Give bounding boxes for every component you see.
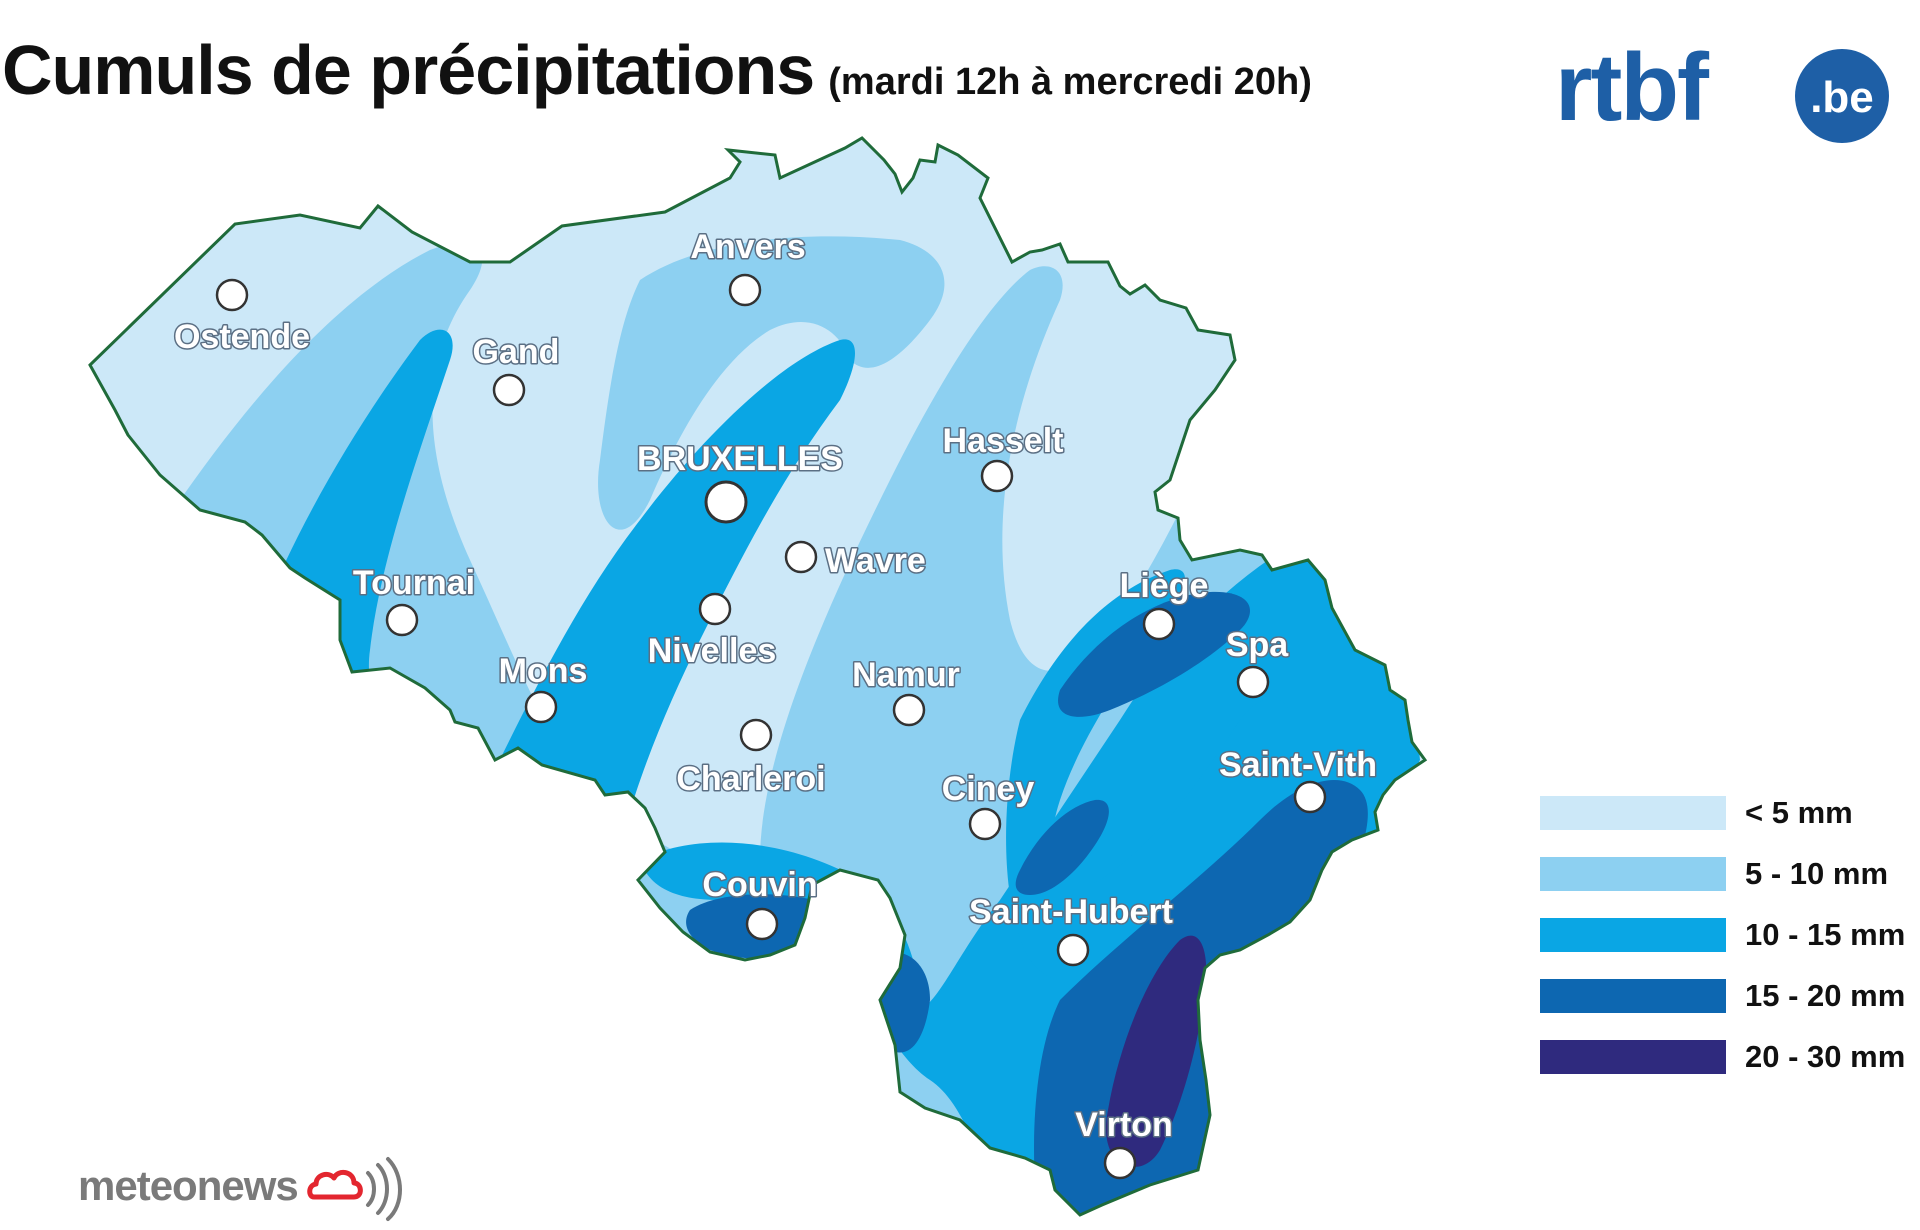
city-namur[interactable]: Namur <box>851 655 961 727</box>
legend-item: 10 - 15 mm <box>1540 915 1920 955</box>
city-gand[interactable]: Gand <box>471 332 561 407</box>
rtbf-badge-circle <box>1795 49 1889 143</box>
city-ciney[interactable]: Ciney <box>940 769 1036 841</box>
city-hasselt[interactable]: Hasselt <box>941 421 1065 493</box>
city-marker <box>215 278 249 312</box>
title-main: Cumuls de précipitations <box>2 31 815 109</box>
city-label-bruxelles: BRUXELLES <box>637 440 843 478</box>
city-label-tournai: Tournai <box>353 564 475 602</box>
city-saint-vith[interactable]: Saint-Vith <box>1217 745 1379 814</box>
legend-swatch-15-20 <box>1540 979 1726 1013</box>
city-label-mons: Mons <box>499 652 588 690</box>
city-markers: Ostende Anvers Gand BRUXELLES Hasselt Wa… <box>172 227 1379 1180</box>
legend-swatch-lt5 <box>1540 796 1726 830</box>
rtbf-logo: rtbf .be <box>1555 34 1895 157</box>
legend-label: 10 - 15 mm <box>1745 917 1906 952</box>
city-anvers[interactable]: Anvers <box>689 227 807 307</box>
city-label-ostende: Ostende <box>174 318 310 356</box>
zone-5-10-north <box>598 236 945 530</box>
legend-item: 20 - 30 mm <box>1540 1037 1920 1077</box>
city-marker <box>524 690 558 724</box>
legend-swatch-5-10 <box>1540 857 1726 891</box>
city-nivelles[interactable]: Nivelles <box>646 592 778 672</box>
city-couvin[interactable]: Couvin <box>701 865 819 941</box>
city-label-charleroi: Charleroi <box>676 760 825 798</box>
legend-item: 5 - 10 mm <box>1540 854 1920 894</box>
city-label-namur: Namur <box>852 656 960 694</box>
city-charleroi[interactable]: Charleroi <box>675 718 827 800</box>
city-label-anvers: Anvers <box>690 228 805 266</box>
city-saint-hubert[interactable]: Saint-Hubert <box>968 892 1175 967</box>
legend-item: 15 - 20 mm <box>1540 976 1920 1016</box>
city-marker <box>1142 607 1176 641</box>
city-label-couvin: Couvin <box>702 866 817 904</box>
city-label-spa: Spa <box>1226 626 1289 664</box>
city-spa[interactable]: Spa <box>1224 625 1291 699</box>
cloud-broadcast-icon <box>306 1155 406 1230</box>
city-marker <box>968 807 1002 841</box>
legend-label: 5 - 10 mm <box>1745 856 1889 891</box>
city-marker <box>745 907 779 941</box>
city-marker <box>698 592 732 626</box>
city-label-wavre: Wavre <box>825 542 926 580</box>
city-bruxelles[interactable]: BRUXELLES <box>636 439 844 524</box>
city-liege[interactable]: Liège <box>1118 566 1210 641</box>
city-label-hasselt: Hasselt <box>943 422 1064 460</box>
city-marker <box>1056 933 1090 967</box>
meteonews-logo: meteonews <box>78 1162 299 1209</box>
map-title: Cumuls de précipitations (mardi 12h à mer… <box>2 30 1312 110</box>
city-label-virton: Virton <box>1075 1106 1173 1144</box>
zone-15-20-liege <box>1058 591 1250 717</box>
city-marker <box>980 459 1014 493</box>
city-wavre[interactable]: Wavre <box>784 540 927 582</box>
city-marker <box>1103 1146 1137 1180</box>
city-marker <box>704 480 748 524</box>
legend-swatch-10-15 <box>1540 918 1726 952</box>
legend-item: < 5 mm <box>1540 793 1920 833</box>
rtbf-logo-text: rtbf <box>1555 42 1710 141</box>
city-marker <box>492 373 526 407</box>
city-marker <box>784 540 818 574</box>
city-virton[interactable]: Virton <box>1074 1105 1174 1180</box>
city-mons[interactable]: Mons <box>497 651 589 724</box>
city-ostende[interactable]: Ostende <box>172 278 312 358</box>
city-marker <box>1293 780 1327 814</box>
legend-label: < 5 mm <box>1745 795 1853 830</box>
legend-swatch-20-30 <box>1540 1040 1726 1074</box>
city-marker <box>739 718 773 752</box>
city-tournai[interactable]: Tournai <box>351 563 477 637</box>
legend-label: 20 - 30 mm <box>1745 1039 1906 1074</box>
city-label-liege: Liège <box>1120 567 1209 605</box>
zone-20-30 <box>1105 935 1207 1167</box>
legend-label: 15 - 20 mm <box>1745 978 1906 1013</box>
city-label-gand: Gand <box>473 333 560 371</box>
city-marker <box>385 603 419 637</box>
city-marker <box>892 693 926 727</box>
city-marker <box>1236 665 1270 699</box>
title-period: (mardi 12h à mercredi 20h) <box>828 61 1312 103</box>
city-label-saint-hubert: Saint-Hubert <box>969 893 1173 931</box>
city-label-saint-vith: Saint-Vith <box>1219 746 1377 784</box>
city-label-nivelles: Nivelles <box>648 632 777 670</box>
rtbf-badge-text: .be <box>1810 73 1874 122</box>
city-label-ciney: Ciney <box>942 770 1035 808</box>
zone-15-20-ciney <box>1015 799 1109 895</box>
city-marker <box>728 273 762 307</box>
